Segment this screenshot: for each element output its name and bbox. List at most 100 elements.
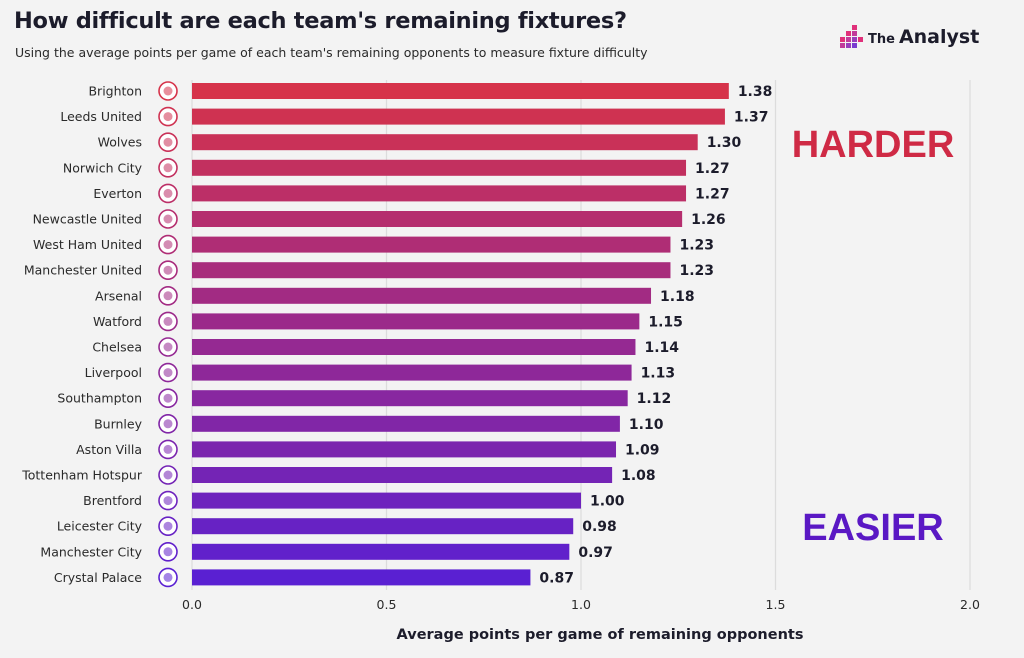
- team-crest-icon: [158, 132, 178, 152]
- team-crest-icon: [158, 516, 178, 537]
- value-label: 1.38: [738, 84, 773, 100]
- value-label: 1.18: [660, 289, 695, 305]
- team-label: Chelsea: [92, 340, 142, 355]
- team-label: West Ham United: [33, 237, 142, 252]
- team-crest-icon: [158, 567, 178, 588]
- team-labels: Brighton Leeds United Wolves Norwich City Ev…: [21, 84, 143, 585]
- value-label: 1.27: [695, 186, 730, 202]
- brand-the: The: [868, 32, 895, 47]
- value-labels: 1.38 1.37 1.30 1.27 1.27 1.26 1.23 1.23 1.18 1.15…: [539, 84, 772, 586]
- value-label: 1.27: [695, 161, 730, 177]
- value-label: 1.30: [707, 135, 742, 151]
- value-label: 1.26: [691, 212, 726, 228]
- x-tick-label: 0.0: [182, 597, 202, 612]
- value-label: 1.15: [648, 314, 683, 330]
- value-label: 0.98: [582, 519, 617, 535]
- team-label: Brighton: [88, 84, 142, 99]
- team-label: Manchester City: [40, 544, 142, 559]
- bar: [192, 211, 683, 227]
- x-tick-label: 1.0: [571, 597, 591, 612]
- bar: [192, 390, 628, 407]
- brand-logo: The Analyst: [836, 24, 1006, 54]
- team-crest-icon: [158, 465, 178, 485]
- brand-name: The Analyst: [868, 26, 979, 48]
- team-crest-icon: [158, 362, 178, 383]
- bar: [192, 83, 729, 99]
- value-label: 1.14: [644, 340, 679, 356]
- annotation-harder: HARDER: [792, 124, 955, 166]
- annotation-easier: EASIER: [802, 507, 943, 549]
- team-crest-icon: [158, 311, 178, 332]
- value-label: 0.87: [539, 570, 574, 586]
- bar: [192, 543, 570, 560]
- value-label: 1.00: [590, 494, 625, 510]
- brand-analyst: Analyst: [898, 26, 980, 48]
- team-label: Brentford: [83, 493, 142, 508]
- team-crest-icon: [158, 106, 178, 127]
- team-crest-icon: [158, 337, 178, 357]
- bar: [192, 441, 617, 458]
- team-crest-icon: [158, 209, 178, 229]
- bar: [192, 569, 531, 586]
- team-crest-icon: [158, 158, 178, 178]
- value-label: 1.10: [629, 417, 664, 433]
- value-label: 1.12: [637, 391, 672, 407]
- team-crest-icon: [158, 413, 178, 434]
- bar: [192, 185, 687, 202]
- chart-title: How difficult are each team's remaining …: [14, 8, 627, 34]
- team-crests: [158, 81, 178, 588]
- value-label: 1.23: [679, 238, 714, 254]
- team-crest-icon: [158, 490, 178, 511]
- bar: [192, 518, 574, 535]
- team-label: Southampton: [57, 391, 142, 406]
- bar: [192, 262, 671, 279]
- value-label: 1.08: [621, 468, 656, 484]
- team-label: Wolves: [98, 135, 142, 150]
- team-label: Leeds United: [60, 109, 142, 124]
- team-label: Leicester City: [57, 519, 143, 534]
- x-tick-label: 1.5: [766, 597, 786, 612]
- team-crest-icon: [158, 285, 178, 306]
- bar: [192, 287, 652, 304]
- x-ticks: 0.0 0.5 1.0 1.5 2.0: [182, 597, 980, 612]
- team-crest-icon: [158, 234, 178, 255]
- bar: [192, 467, 613, 483]
- team-label: Burnley: [94, 416, 143, 431]
- team-crest-icon: [158, 439, 178, 460]
- team-label: Liverpool: [85, 365, 142, 380]
- value-label: 1.09: [625, 442, 660, 458]
- value-label: 1.37: [734, 110, 769, 126]
- team-crest-icon: [158, 388, 178, 409]
- team-label: Aston Villa: [76, 442, 142, 457]
- bar: [192, 159, 687, 176]
- team-crest-icon: [158, 183, 178, 204]
- analyst-logo-icon: [840, 25, 863, 48]
- chart-subtitle: Using the average points per game of eac…: [15, 45, 648, 60]
- team-label: Newcastle United: [33, 212, 142, 227]
- x-tick-label: 0.5: [377, 597, 397, 612]
- team-label: Arsenal: [95, 288, 142, 303]
- bar: [192, 313, 640, 330]
- value-label: 0.97: [578, 545, 613, 561]
- team-label: Everton: [93, 186, 142, 201]
- team-label: Norwich City: [63, 160, 143, 175]
- team-label: Manchester United: [24, 263, 142, 278]
- team-crest-icon: [158, 541, 178, 562]
- x-tick-label: 2.0: [960, 597, 980, 612]
- team-crest-icon: [158, 260, 178, 281]
- bar: [192, 364, 632, 381]
- team-label: Watford: [93, 314, 142, 329]
- bar: [192, 339, 636, 355]
- bar: [192, 236, 671, 253]
- bars: [192, 83, 729, 586]
- value-label: 1.23: [679, 263, 714, 279]
- bar: [192, 108, 725, 125]
- bar: [192, 134, 698, 151]
- team-label: Tottenham Hotspur: [21, 468, 143, 483]
- bar: [192, 492, 581, 509]
- bar: [192, 415, 620, 432]
- value-label: 1.13: [641, 366, 676, 382]
- x-axis-label: Average points per game of remaining opp…: [397, 627, 804, 643]
- team-label: Crystal Palace: [54, 570, 142, 585]
